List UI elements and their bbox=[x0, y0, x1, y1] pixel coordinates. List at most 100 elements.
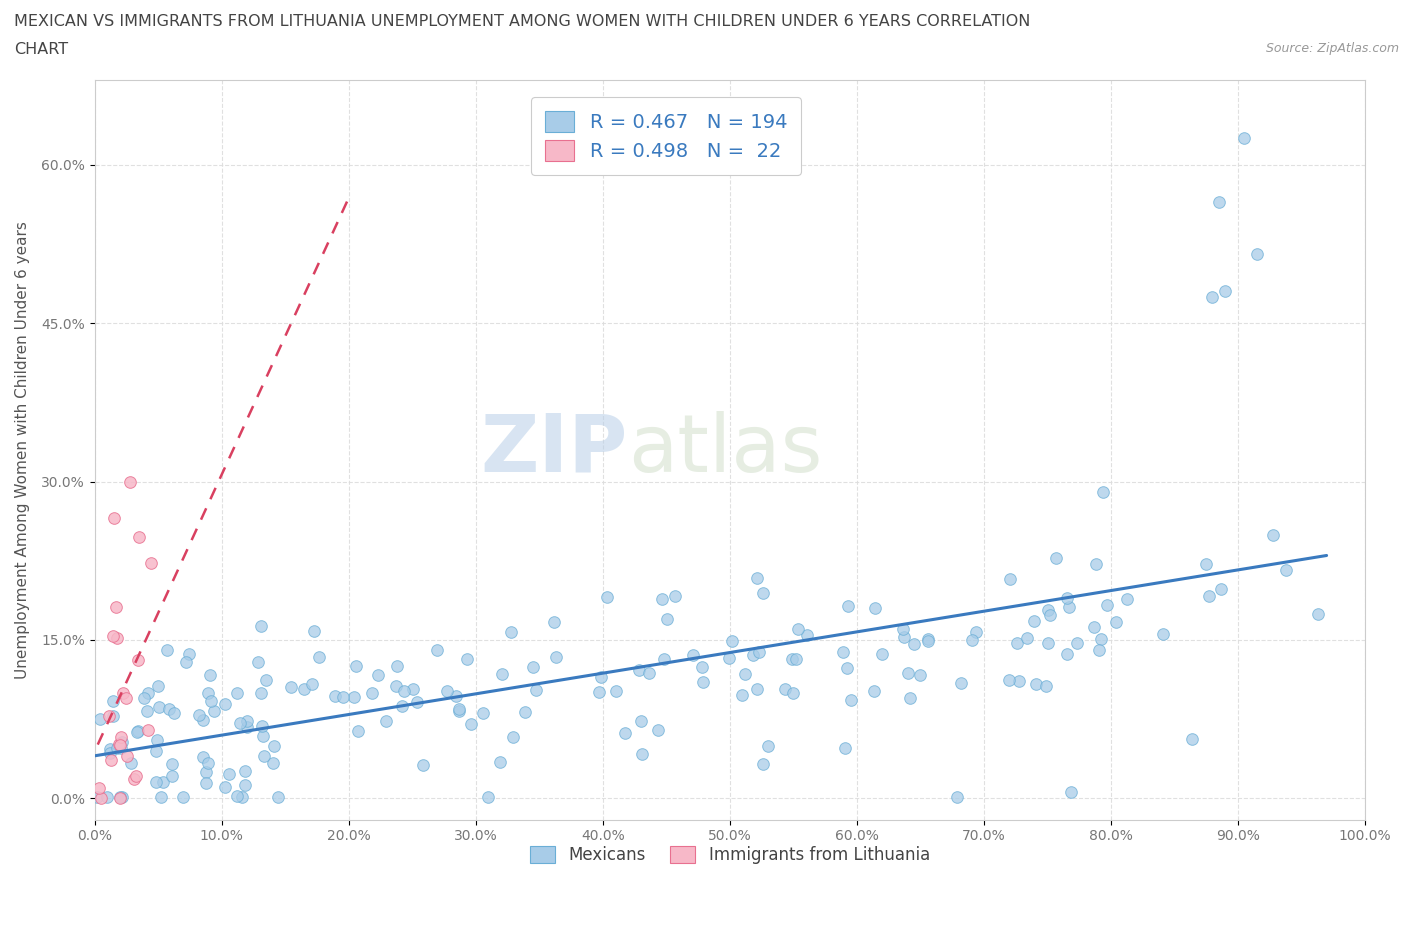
Point bbox=[717, 651, 740, 666]
Point bbox=[965, 625, 987, 640]
Point bbox=[108, 737, 131, 752]
Point bbox=[156, 643, 179, 658]
Point bbox=[195, 776, 218, 790]
Point bbox=[108, 737, 131, 751]
Text: ZIP: ZIP bbox=[481, 411, 628, 489]
Point bbox=[402, 682, 425, 697]
Point bbox=[786, 621, 808, 636]
Point bbox=[605, 684, 627, 698]
Point bbox=[436, 684, 458, 698]
Point bbox=[731, 687, 754, 702]
Point bbox=[1085, 557, 1108, 572]
Point bbox=[745, 682, 768, 697]
Point bbox=[127, 724, 149, 739]
Point bbox=[917, 631, 939, 646]
Point bbox=[1035, 679, 1057, 694]
Point bbox=[489, 754, 512, 769]
Point bbox=[447, 702, 470, 717]
Point bbox=[1209, 582, 1232, 597]
Point bbox=[1015, 631, 1038, 645]
Point bbox=[197, 755, 219, 770]
Point bbox=[524, 683, 547, 698]
Point bbox=[108, 790, 131, 804]
Point bbox=[391, 698, 413, 713]
Point bbox=[179, 646, 201, 661]
Point bbox=[236, 713, 259, 728]
Point bbox=[160, 757, 183, 772]
Point bbox=[98, 742, 121, 757]
Point bbox=[101, 693, 124, 708]
Point bbox=[773, 682, 796, 697]
Point bbox=[863, 684, 886, 698]
Point bbox=[893, 630, 915, 644]
Text: CHART: CHART bbox=[14, 42, 67, 57]
Point bbox=[1022, 614, 1045, 629]
Point bbox=[157, 702, 180, 717]
Point bbox=[344, 658, 367, 673]
Point bbox=[910, 668, 932, 683]
Point bbox=[1039, 607, 1062, 622]
Point bbox=[692, 675, 714, 690]
Point bbox=[267, 790, 290, 804]
Point bbox=[631, 746, 654, 761]
Point bbox=[125, 724, 148, 739]
Point bbox=[690, 659, 713, 674]
Point bbox=[139, 555, 162, 570]
Point bbox=[522, 659, 544, 674]
Point bbox=[231, 790, 253, 804]
Point bbox=[917, 633, 939, 648]
Point bbox=[647, 723, 669, 737]
Point bbox=[145, 733, 167, 748]
Point bbox=[652, 651, 675, 666]
Point bbox=[1036, 603, 1059, 618]
Point bbox=[543, 615, 565, 630]
Point bbox=[785, 652, 807, 667]
Point bbox=[148, 700, 170, 715]
Point bbox=[837, 599, 859, 614]
Point bbox=[752, 586, 775, 601]
Point bbox=[193, 750, 215, 764]
Point bbox=[187, 707, 209, 722]
Point bbox=[125, 769, 148, 784]
Point bbox=[145, 743, 167, 758]
Point bbox=[960, 632, 983, 647]
Point bbox=[262, 755, 284, 770]
Point bbox=[596, 590, 619, 604]
Point bbox=[280, 680, 302, 695]
Point bbox=[218, 766, 240, 781]
Text: MEXICAN VS IMMIGRANTS FROM LITHUANIA UNEMPLOYMENT AMONG WOMEN WITH CHILDREN UNDE: MEXICAN VS IMMIGRANTS FROM LITHUANIA UNE… bbox=[14, 14, 1031, 29]
Point bbox=[588, 684, 610, 699]
Point bbox=[1208, 194, 1230, 209]
Point bbox=[412, 757, 434, 772]
Point bbox=[1105, 615, 1128, 630]
Point bbox=[197, 685, 219, 700]
Point bbox=[172, 790, 194, 804]
Point bbox=[627, 663, 650, 678]
Point bbox=[148, 678, 170, 693]
Point bbox=[198, 668, 221, 683]
Point bbox=[839, 693, 862, 708]
Point bbox=[637, 665, 659, 680]
Point bbox=[110, 730, 132, 745]
Point bbox=[756, 738, 779, 753]
Point bbox=[1275, 563, 1298, 578]
Point bbox=[254, 673, 277, 688]
Point bbox=[332, 690, 354, 705]
Point bbox=[162, 706, 184, 721]
Point bbox=[135, 703, 157, 718]
Point bbox=[891, 621, 914, 636]
Point bbox=[1233, 131, 1256, 146]
Point bbox=[132, 691, 155, 706]
Point bbox=[1059, 784, 1081, 799]
Point bbox=[200, 694, 222, 709]
Text: atlas: atlas bbox=[628, 411, 823, 489]
Text: Source: ZipAtlas.com: Source: ZipAtlas.com bbox=[1265, 42, 1399, 55]
Point bbox=[449, 704, 471, 719]
Point bbox=[614, 726, 637, 741]
Point bbox=[385, 658, 408, 673]
Point bbox=[343, 690, 366, 705]
Point bbox=[226, 685, 249, 700]
Point bbox=[105, 600, 128, 615]
Point bbox=[250, 618, 273, 633]
Point bbox=[263, 738, 285, 753]
